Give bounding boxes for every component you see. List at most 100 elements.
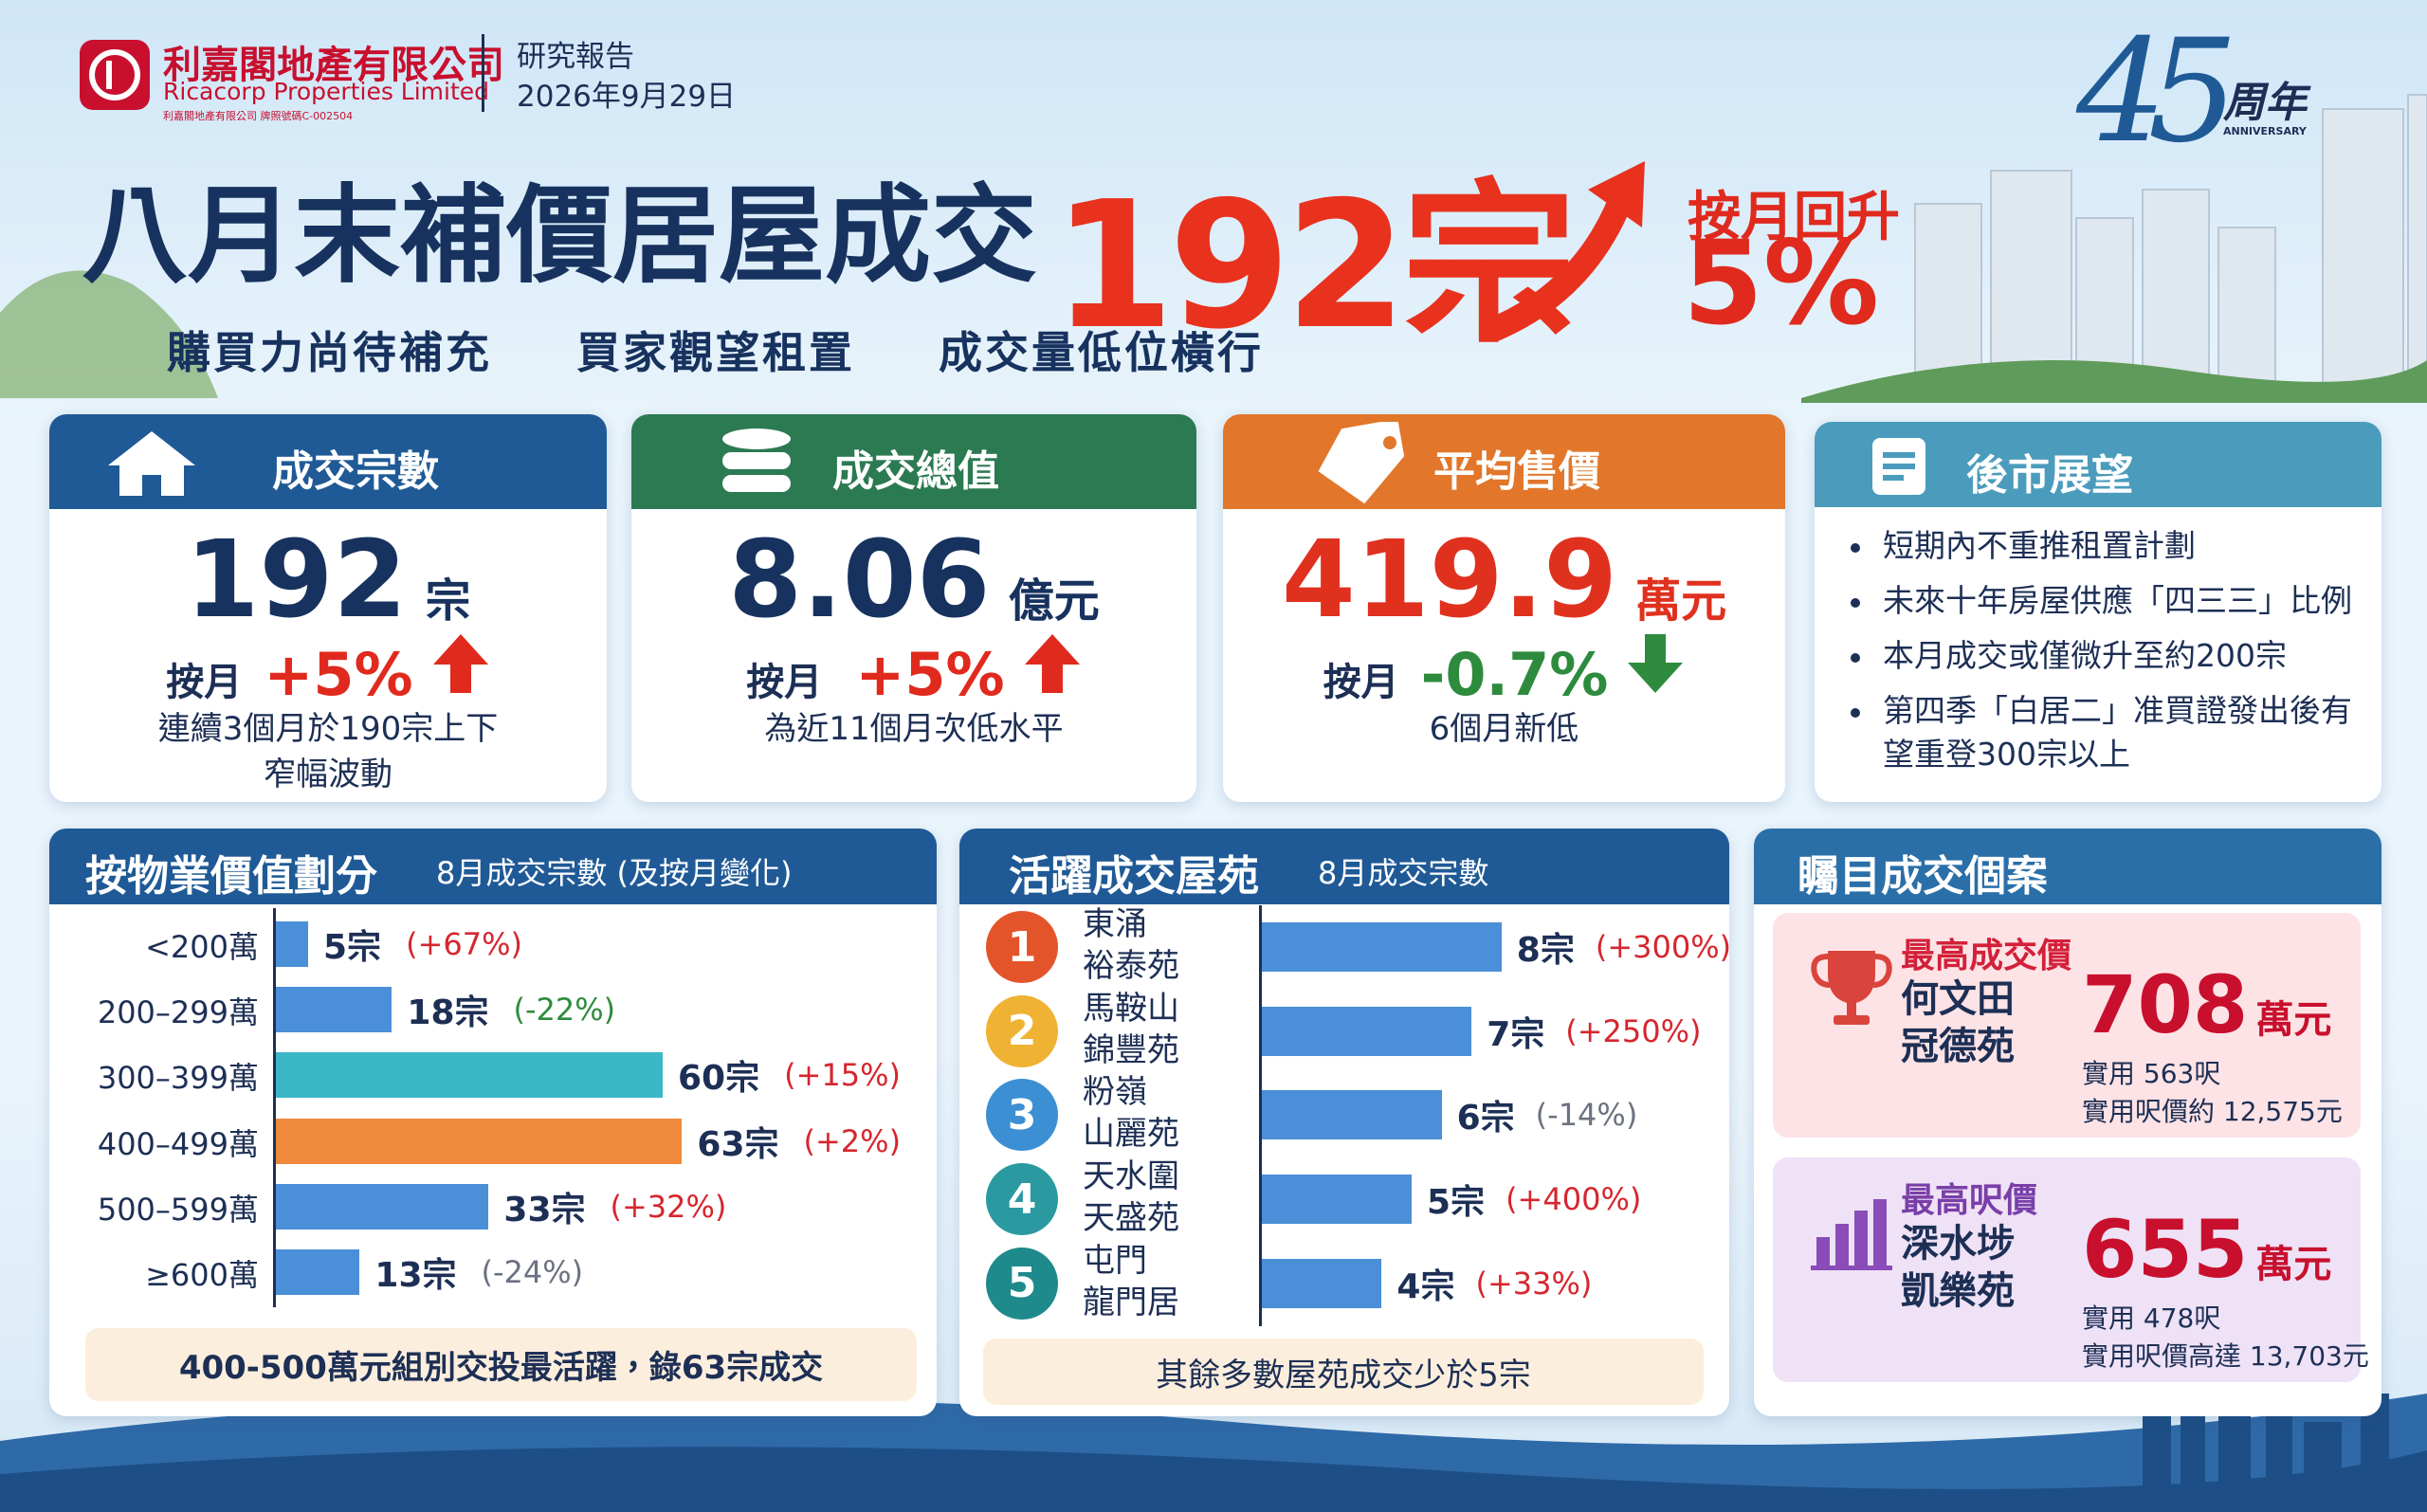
card-value: 419.9 [1281, 519, 1618, 642]
bar-label-group: 5宗 (+400%) [1427, 1175, 1641, 1224]
case-value: 655 [2082, 1203, 2249, 1296]
anniversary-number: 45 [2076, 9, 2238, 174]
estate-name-line: 馬鞍山 [1083, 989, 1179, 1028]
company-name: 利嘉閣地產有限公司 [163, 44, 504, 87]
bar [1262, 1258, 1382, 1308]
card-change: +5% [855, 640, 1005, 709]
document-icon [1872, 438, 1925, 495]
bar [276, 1118, 683, 1164]
case-estate: 深水埗 凱樂苑 [1901, 1220, 2015, 1315]
value-label: 6宗 [1456, 1099, 1515, 1139]
change-prefix: 按月 [746, 661, 823, 704]
value-label: 4宗 [1396, 1266, 1455, 1306]
case-detail: 實用 563呎 實用呎價約 12,575元 [2082, 1055, 2343, 1131]
note-line: 連續3個月於190宗上下 [157, 710, 499, 748]
bar-label-group: 18宗 (-22%) [407, 987, 615, 1032]
category-label: <200萬 [145, 929, 259, 965]
card-title: 平均售價 [1433, 447, 1600, 496]
card-value-row: 419.9 萬元 [1223, 519, 1785, 642]
bar-icon [1811, 1199, 1892, 1270]
panel-header: 矚目成交個案 [1754, 829, 2381, 904]
panel-header: 按物業價值劃分 8月成交宗數 (及按月變化) [49, 829, 937, 904]
estate-name-line: 屯門 [1083, 1241, 1147, 1280]
bar [276, 1249, 360, 1295]
estate-name-line: 天盛苑 [1083, 1199, 1179, 1238]
note-line: 為近11個月次低水平 [764, 710, 1064, 748]
case-estate: 何文田 冠德苑 [1901, 975, 2015, 1070]
detail-line: 實用 563呎 [2082, 1058, 2221, 1089]
change-label: (+32%) [610, 1188, 727, 1225]
change-label: 按月回升 [1688, 187, 1900, 248]
bar-label-group: 63宗 (+2%) [697, 1119, 901, 1164]
report-type: 研究報告 [517, 40, 634, 74]
case-value-row: 655 萬元 [2082, 1203, 2331, 1296]
card-change-row: 按月 +5% [631, 632, 1196, 709]
card-note: 6個月新低 [1223, 706, 1785, 752]
card-value: 192 [185, 519, 408, 642]
rank-badge: 2 [986, 994, 1058, 1067]
change-prefix: 按月 [1323, 661, 1399, 704]
bar-label-group: 60宗 (+15%) [678, 1052, 901, 1098]
estates-chart: 1 東涌 裕泰苑 8宗 (+300%) 2 馬鞍山 錦豐苑 7宗 (+250%) 3 粉嶺 山麗苑 6宗 (… [959, 829, 1729, 1416]
card-title: 成交宗數 [272, 447, 439, 496]
detail-line: 實用 478呎 [2082, 1303, 2221, 1334]
change-label: (+33%) [1475, 1265, 1593, 1302]
value-label: 63宗 [697, 1124, 779, 1164]
footnote-text: 其餘多數屋苑成交少於5宗 [1156, 1356, 1531, 1394]
card-unit: 萬元 [1635, 574, 1727, 628]
estate-name-line: 裕泰苑 [1083, 947, 1179, 985]
bar [276, 921, 308, 967]
case-detail: 實用 478呎實用呎價高達 13,703元 [2082, 1300, 2369, 1375]
stack-icon [722, 428, 791, 492]
change-label: (+15%) [784, 1057, 902, 1094]
estate-name: 馬鞍山 錦豐苑 [1083, 988, 1179, 1071]
outlook-card: 後市展望 短期內不重推租置計劃 未來十年房屋供應「四三三」比例 本月成交或僅微升至約… [1815, 422, 2381, 802]
bar [276, 1052, 663, 1099]
bar [276, 987, 392, 1033]
outlook-item: 短期內不重推租置計劃 [1837, 524, 2368, 568]
up-arrow-icon [432, 634, 488, 693]
footnote: 400-500萬元組別交投最活躍，錄63宗成交 [85, 1328, 917, 1401]
bar [1262, 1006, 1472, 1056]
card-note: 為近11個月次低水平 [631, 706, 1196, 752]
category-label: ≥600萬 [145, 1257, 259, 1293]
outlook-list: 短期內不重推租置計劃 未來十年房屋供應「四三三」比例 本月成交或僅微升至約200宗第… [1837, 524, 2368, 788]
bar-label-group: 6宗 (-14%) [1457, 1090, 1638, 1139]
card-value: 8.06 [728, 519, 991, 642]
detail-line: 實用呎價高達 13,703元 [2082, 1340, 2369, 1372]
rank-badge: 1 [986, 911, 1058, 983]
estate-name-line: 山麗苑 [1083, 1115, 1179, 1154]
category-label: 500–599萬 [97, 1191, 259, 1228]
case-unit: 萬元 [2255, 1243, 2332, 1286]
estate-name-line: 天水圍 [1083, 1157, 1179, 1196]
category-label: 400–499萬 [97, 1125, 259, 1162]
footnote-text: 400-500萬元組別交投最活躍，錄63宗成交 [178, 1349, 824, 1387]
outlook-item: 第四季「白居二」准買證發出後有望重登300宗以上 [1837, 689, 2368, 776]
card-unit: 億元 [1008, 574, 1100, 628]
change-label: (+400%) [1505, 1181, 1642, 1218]
bar-label-group: 8宗 (+300%) [1517, 922, 1729, 972]
rank-badge: 4 [986, 1163, 1058, 1236]
card-title: 後市展望 [1966, 451, 2133, 500]
category-label: 200–299萬 [97, 994, 259, 1031]
card-note: 連續3個月於190宗上下 窄幅波動 [49, 706, 607, 797]
estate-line: 冠德苑 [1901, 1025, 2015, 1068]
price-band-chart: <200萬 5宗 (+67%) 200–299萬 18宗 (-22%) 300–399萬 60… [49, 829, 937, 1416]
bar [1262, 922, 1502, 972]
change-value: 5% [1683, 216, 1880, 351]
bar [1262, 1090, 1442, 1140]
note-line: 窄幅波動 [264, 756, 392, 793]
bar-label-group: 7宗 (+250%) [1487, 1007, 1701, 1056]
change-prefix: 按月 [166, 661, 243, 704]
down-arrow-icon [1628, 634, 1684, 693]
value-label: 8宗 [1516, 931, 1575, 970]
bar-label-group: 13宗 (-24%) [374, 1249, 583, 1295]
estate-name: 屯門 龍門居 [1083, 1240, 1179, 1323]
case-box: 最高呎價 深水埗 凱樂苑 655 萬元 實用 478呎 實用呎價高達 13,703元 [1773, 1157, 2369, 1382]
change-label: (-14%) [1535, 1097, 1638, 1134]
house-icon [108, 431, 195, 496]
case-box: 最高成交價 何文田 冠德苑 708 萬元 實用 563呎 實用呎價約 12,575元 [1773, 913, 2361, 1138]
bar-label-group: 4宗 (+33%) [1396, 1259, 1592, 1308]
